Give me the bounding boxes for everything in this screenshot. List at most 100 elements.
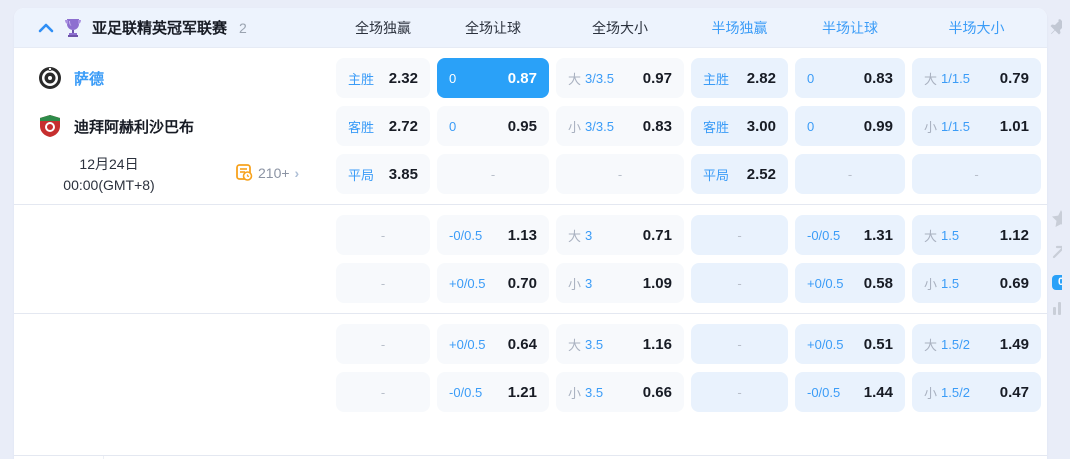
odds-label: 平局 (703, 165, 729, 184)
collapse-button[interactable] (38, 23, 54, 33)
odds-handicap: 1/1.5 (941, 70, 970, 86)
column-header-half[interactable]: 半场大小 (948, 19, 1005, 36)
odds-cell-selected[interactable]: 0 0.87 (437, 58, 549, 98)
odds-cell-empty: - (336, 372, 430, 412)
odds-cell[interactable]: 小 1/1.5 1.01 (912, 106, 1041, 146)
odds-value: 0.58 (863, 274, 893, 292)
odds-groups: 主胜 2.32 0 0.87 大 3/3.5 0.97 主胜 2.82 0 0.83 大 1/1.5 0.… (14, 48, 1047, 422)
odds-value: 1.31 (863, 226, 893, 244)
odds-value: 1.21 (507, 383, 537, 401)
away-team-name: 迪拜阿赫利沙巴布 (74, 118, 195, 136)
odds-label: +0/0.5 (807, 337, 844, 352)
odds-label: 0 (449, 71, 456, 86)
odds-label: -0/0.5 (449, 385, 482, 400)
odds-cell[interactable]: -0/0.5 1.31 (795, 215, 905, 255)
expand-more-button[interactable] (14, 456, 104, 459)
odds-cell[interactable]: 大 3 0.71 (556, 215, 684, 255)
column-header-full[interactable]: 全场独赢 (355, 19, 411, 36)
odds-row: - -0/0.5 1.21 小 3.5 0.66- -0/0.5 1.44 小 1.5/2 0.47 (14, 372, 1047, 412)
odds-row: 主胜 2.32 0 0.87 大 3/3.5 0.97 主胜 2.82 0 0.83 大 1/1.5 0.… (14, 58, 1047, 98)
odds-cell[interactable]: -0/0.5 1.21 (437, 372, 549, 412)
odds-value: 3.00 (746, 117, 776, 135)
odds-cell[interactable]: 主胜 2.82 (691, 58, 788, 98)
odds-cell[interactable]: 大 3.5 1.16 (556, 324, 684, 364)
odds-cell-empty: - (912, 154, 1041, 194)
odds-handicap: 3.5 (585, 384, 604, 400)
match-odds-card: 亚足联精英冠军联赛 2 全场独赢 全场让球 全场大小 半场独赢 半场让球 半场大小 主胜 2… (14, 8, 1047, 459)
odds-label: 小 1.5/2 (924, 383, 970, 402)
column-header-half[interactable]: 半场让球 (822, 19, 878, 36)
odds-cell[interactable]: +0/0.5 0.64 (437, 324, 549, 364)
more-markets-link[interactable]: 210+ › (236, 164, 299, 181)
card-footer: 角球15分钟波胆特色组合 (14, 455, 1047, 459)
odds-row: - -0/0.5 1.13 大 3 0.71- -0/0.5 1.31 大 1.5 1.12 (14, 215, 1047, 255)
odds-value: 0.47 (999, 383, 1029, 401)
odds-cell[interactable]: 大 1.5 1.12 (912, 215, 1041, 255)
home-team-row[interactable]: 萨德 (38, 58, 104, 98)
odds-value: 0.64 (507, 335, 537, 353)
odds-handicap: 主胜 (348, 71, 375, 87)
odds-cell[interactable]: 小 1.5 0.69 (912, 263, 1041, 303)
odds-handicap: 0 (807, 70, 815, 86)
odds-handicap: -0/0.5 (449, 384, 483, 400)
odds-value: 0.70 (507, 274, 537, 292)
odds-handicap: -0/0.5 (807, 227, 841, 243)
odds-cell[interactable]: +0/0.5 0.70 (437, 263, 549, 303)
home-team-logo-icon (39, 66, 61, 89)
odds-cell[interactable]: +0/0.5 0.58 (795, 263, 905, 303)
odds-label: 0 (807, 119, 814, 134)
away-team-row[interactable]: 迪拜阿赫利沙巴布 (38, 106, 194, 146)
away-team-logo-icon (40, 115, 60, 137)
odds-cell[interactable]: 大 1/1.5 0.79 (912, 58, 1041, 98)
odds-cell-empty: - (437, 154, 549, 194)
odds-label-prefix: 大 (924, 337, 938, 353)
odds-cell[interactable]: +0/0.5 0.51 (795, 324, 905, 364)
odds-group: 主胜 2.32 0 0.87 大 3/3.5 0.97 主胜 2.82 0 0.83 大 1/1.5 0.… (14, 48, 1047, 204)
odds-value: 1.44 (863, 383, 893, 401)
odds-cell[interactable]: 小 3.5 0.66 (556, 372, 684, 412)
column-header-full[interactable]: 全场大小 (592, 19, 648, 36)
odds-cell[interactable]: 0 0.99 (795, 106, 905, 146)
odds-cell[interactable]: 0 0.83 (795, 58, 905, 98)
odds-cell[interactable]: 主胜 2.32 (336, 58, 430, 98)
odds-label: 小 1.5 (924, 274, 959, 293)
odds-cell[interactable]: 平局 2.52 (691, 154, 788, 194)
odds-handicap: 3 (585, 227, 593, 243)
odds-cell[interactable]: 小 3 1.09 (556, 263, 684, 303)
chevron-right-icon: › (294, 164, 300, 181)
odds-cell-empty: - (336, 215, 430, 255)
odds-cell[interactable]: 小 3/3.5 0.83 (556, 106, 684, 146)
odds-cell-empty: - (795, 154, 905, 194)
odds-cell[interactable]: 平局 3.85 (336, 154, 430, 194)
odds-cell[interactable]: 大 3/3.5 0.97 (556, 58, 684, 98)
odds-label: 大 3/3.5 (568, 69, 614, 88)
odds-row: 平局 3.85- - 平局 2.52- - (14, 154, 1047, 194)
column-header-half[interactable]: 半场独赢 (711, 19, 768, 36)
odds-value: 2.72 (388, 117, 418, 135)
odds-label: 小 3.5 (568, 383, 603, 402)
odds-cell[interactable]: -0/0.5 1.44 (795, 372, 905, 412)
odds-label: 大 1.5 (924, 226, 959, 245)
odds-cell[interactable]: 大 1.5/2 1.49 (912, 324, 1041, 364)
odds-handicap: 1.5 (941, 227, 960, 243)
odds-value: 0.83 (863, 69, 893, 87)
odds-cell[interactable]: -0/0.5 1.13 (437, 215, 549, 255)
column-header-full[interactable]: 全场让球 (465, 19, 521, 36)
odds-label-prefix: 小 (568, 385, 582, 401)
odds-cell-empty: - (691, 324, 788, 364)
odds-label-prefix: 小 (924, 385, 938, 401)
odds-group: - +0/0.5 0.64 大 3.5 1.16- +0/0.5 0.51 大 1.5/2 1.49… (14, 313, 1047, 422)
odds-cell[interactable]: 0 0.95 (437, 106, 549, 146)
odds-label: +0/0.5 (449, 276, 486, 291)
odds-label-prefix: 小 (924, 276, 938, 292)
odds-handicap: 0 (449, 70, 457, 86)
odds-cell[interactable]: 客胜 3.00 (691, 106, 788, 146)
odds-label: 大 1.5/2 (924, 335, 970, 354)
odds-label: 主胜 (348, 69, 374, 88)
odds-handicap: 3 (585, 275, 593, 291)
odds-label: +0/0.5 (449, 337, 486, 352)
odds-label: 大 3.5 (568, 335, 603, 354)
odds-cell[interactable]: 小 1.5/2 0.47 (912, 372, 1041, 412)
odds-cell[interactable]: 客胜 2.72 (336, 106, 430, 146)
